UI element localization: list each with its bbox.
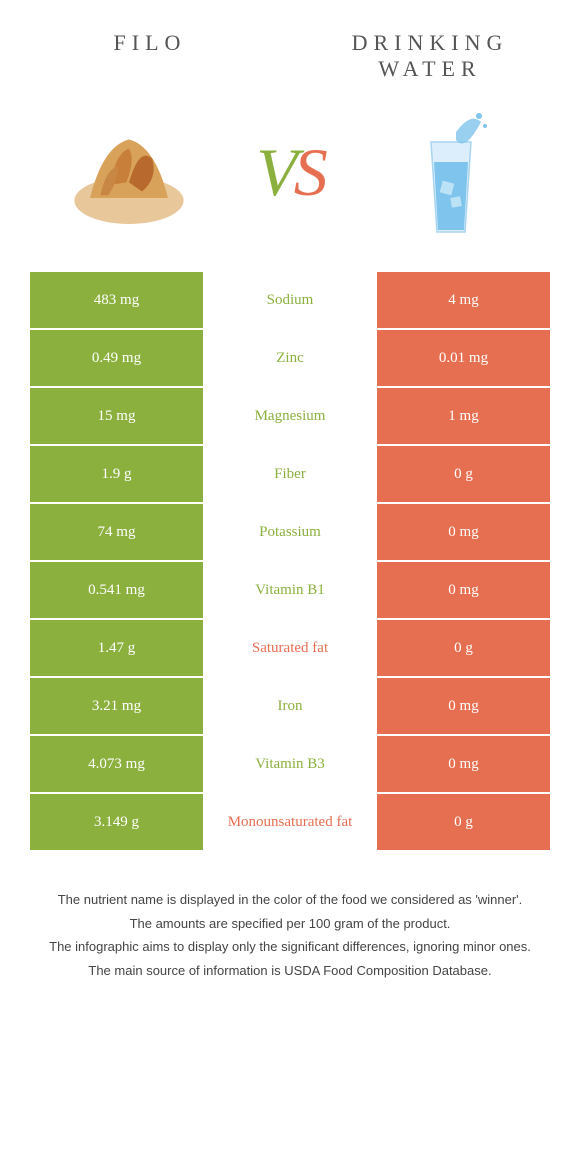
left-value: 3.149 g — [30, 794, 203, 850]
right-value: 0 g — [377, 620, 550, 676]
footer-notes: The nutrient name is displayed in the co… — [40, 890, 540, 980]
nutrient-name: Fiber — [203, 446, 377, 502]
nutrient-name: Monounsaturated fat — [203, 794, 377, 850]
table-row: 1.9 gFiber0 g — [30, 446, 550, 502]
right-value: 0 mg — [377, 736, 550, 792]
filo-image — [59, 102, 199, 242]
left-value: 483 mg — [30, 272, 203, 328]
left-value: 15 mg — [30, 388, 203, 444]
left-value: 3.21 mg — [30, 678, 203, 734]
water-image — [381, 102, 521, 242]
right-value: 0 g — [377, 446, 550, 502]
right-value: 1 mg — [377, 388, 550, 444]
table-row: 3.149 gMonounsaturated fat0 g — [30, 794, 550, 850]
footer-line-4: The main source of information is USDA F… — [40, 961, 540, 981]
vs-s: S — [294, 134, 324, 210]
right-value: 0.01 mg — [377, 330, 550, 386]
header-row: Filo Drinking water — [0, 0, 580, 92]
left-value: 1.47 g — [30, 620, 203, 676]
right-value: 0 mg — [377, 504, 550, 560]
table-row: 74 mgPotassium0 mg — [30, 504, 550, 560]
nutrient-name: Vitamin B3 — [203, 736, 377, 792]
nutrient-name: Saturated fat — [203, 620, 377, 676]
footer-line-1: The nutrient name is displayed in the co… — [40, 890, 540, 910]
vs-v: V — [256, 134, 294, 210]
table-row: 15 mgMagnesium1 mg — [30, 388, 550, 444]
right-value: 4 mg — [377, 272, 550, 328]
left-value: 74 mg — [30, 504, 203, 560]
left-value: 0.49 mg — [30, 330, 203, 386]
nutrient-name: Vitamin B1 — [203, 562, 377, 618]
right-value: 0 mg — [377, 678, 550, 734]
left-value: 1.9 g — [30, 446, 203, 502]
right-value: 0 mg — [377, 562, 550, 618]
header-right-label: Drinking water — [330, 30, 530, 82]
table-row: 1.47 gSaturated fat0 g — [30, 620, 550, 676]
table-row: 3.21 mgIron0 mg — [30, 678, 550, 734]
vs-text: VS — [256, 133, 324, 212]
nutrient-name: Magnesium — [203, 388, 377, 444]
footer-line-3: The infographic aims to display only the… — [40, 937, 540, 957]
nutrient-name: Iron — [203, 678, 377, 734]
comparison-table: 483 mgSodium4 mg0.49 mgZinc0.01 mg15 mgM… — [30, 272, 550, 850]
table-row: 4.073 mgVitamin B30 mg — [30, 736, 550, 792]
left-value: 4.073 mg — [30, 736, 203, 792]
nutrient-name: Sodium — [203, 272, 377, 328]
table-row: 483 mgSodium4 mg — [30, 272, 550, 328]
header-left-label: Filo — [50, 30, 250, 82]
table-row: 0.49 mgZinc0.01 mg — [30, 330, 550, 386]
right-value: 0 g — [377, 794, 550, 850]
table-row: 0.541 mgVitamin B10 mg — [30, 562, 550, 618]
nutrient-name: Zinc — [203, 330, 377, 386]
nutrient-name: Potassium — [203, 504, 377, 560]
vs-row: VS — [0, 92, 580, 272]
footer-line-2: The amounts are specified per 100 gram o… — [40, 914, 540, 934]
left-value: 0.541 mg — [30, 562, 203, 618]
